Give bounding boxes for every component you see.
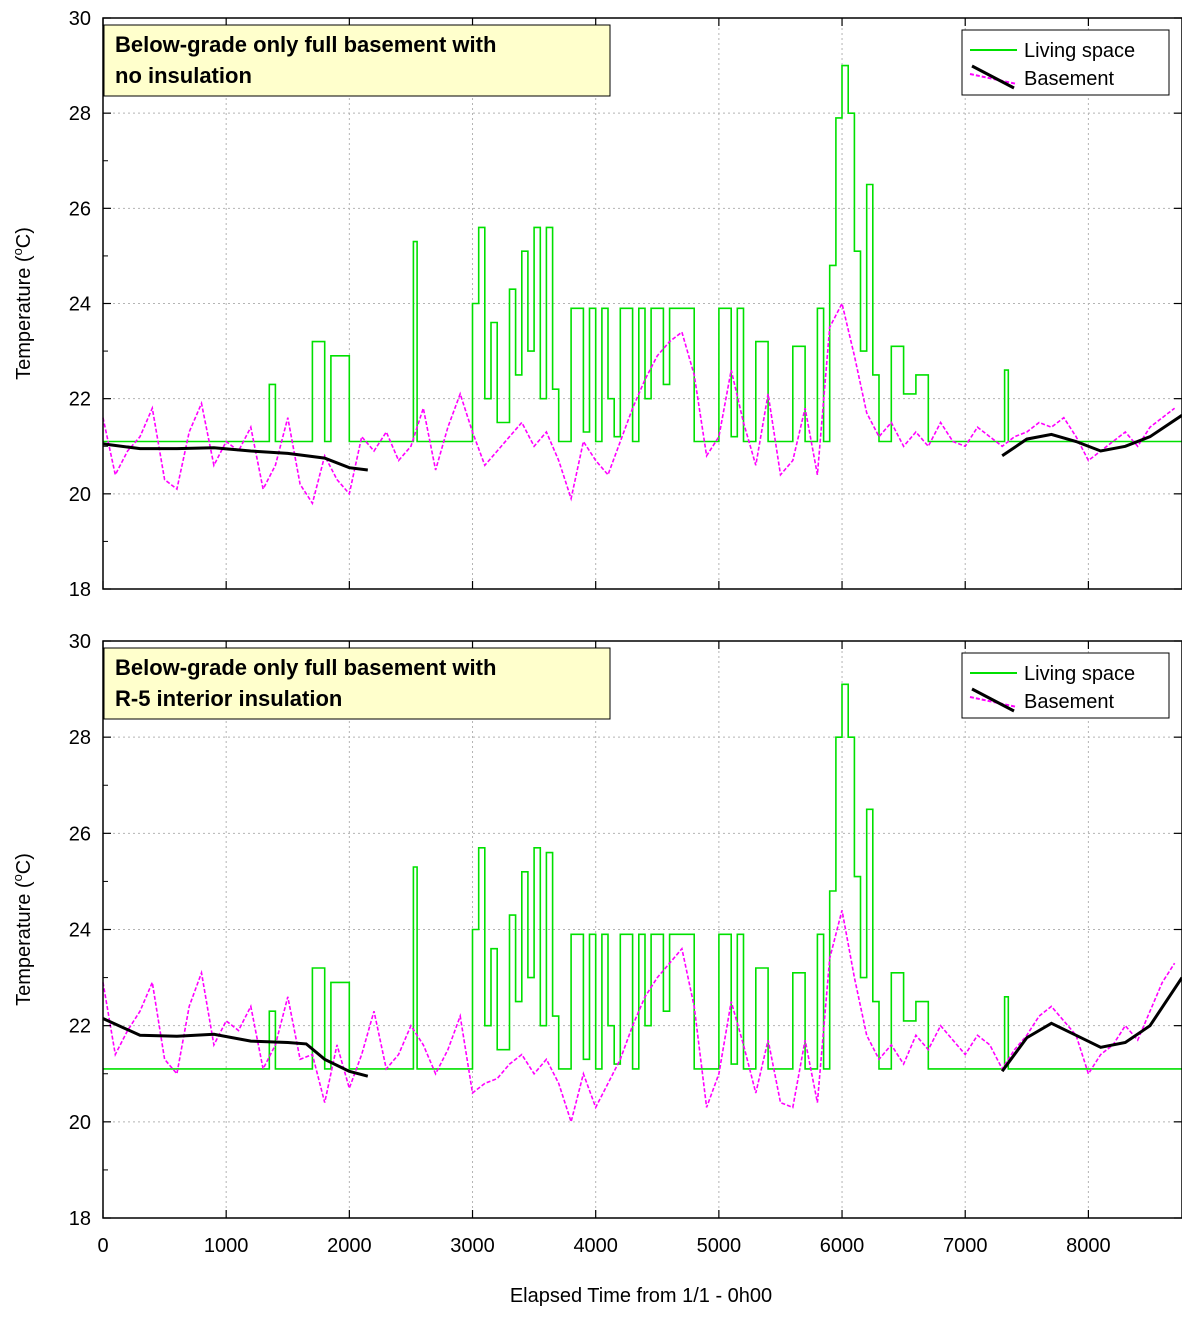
- legend-basement-swatch: [969, 73, 1018, 85]
- y-tick-label: 26: [69, 823, 91, 845]
- legend-basement-label: Basement: [1024, 691, 1114, 713]
- legend-basement-swatch: [969, 696, 1018, 708]
- annotation-line: Below-grade only full basement with: [115, 32, 496, 57]
- y-axis-title-main: Temperature (: [13, 881, 35, 1006]
- y-tick-label: 28: [69, 727, 91, 749]
- y-tick-label: 22: [69, 1016, 91, 1038]
- legend-basement-label: Basement: [1024, 68, 1114, 90]
- legend: Living space Basement: [961, 29, 1170, 96]
- series-living-space: [103, 64, 1182, 443]
- series-basement-trend: [102, 1017, 369, 1078]
- annotation-line: R-5 interior insulation: [115, 686, 342, 711]
- annotation-line: no insulation: [115, 63, 252, 88]
- series-basement-trend: [1001, 414, 1182, 458]
- panel-1: 18 20 22 24 26 28 30 Temperature (oC) Below-grad…: [10, 8, 1182, 601]
- y-axis-title-superscript: o: [10, 874, 25, 881]
- series-basement-trend: [1000, 976, 1182, 1073]
- y-axis-title: Temperature (oC): [10, 853, 35, 1006]
- series-basement: [102, 301, 1176, 506]
- y-tick-label: 18: [69, 579, 91, 601]
- y-axis-title-superscript: o: [10, 248, 25, 255]
- y-tick-label: 20: [69, 1112, 91, 1134]
- x-tick-label: 8000: [1066, 1235, 1111, 1257]
- x-tick-label: 2000: [327, 1235, 372, 1257]
- legend-living-label: Living space: [1024, 40, 1135, 62]
- y-tick-label: 28: [69, 103, 91, 125]
- annotation-background: [103, 647, 611, 720]
- y-tick-label: 30: [69, 631, 91, 653]
- x-tick-label: 5000: [697, 1235, 742, 1257]
- x-tick-label: 7000: [943, 1235, 988, 1257]
- legend-living-label: Living space: [1024, 663, 1135, 685]
- legend-box: [961, 652, 1170, 719]
- grid: [103, 18, 1182, 589]
- y-axis-title: Temperature (oC): [10, 227, 35, 380]
- y-tick-label: 22: [69, 389, 91, 411]
- x-tick-label: 0: [97, 1235, 108, 1257]
- series-living-space: [103, 683, 1182, 1070]
- series-basement-trend: [102, 442, 368, 472]
- y-tick-label: 20: [69, 484, 91, 506]
- y-tick-label: 30: [69, 8, 91, 30]
- legend-basement-trend-swatch: [971, 64, 1015, 90]
- legend-box: [961, 29, 1170, 96]
- x-tick-label: 6000: [820, 1235, 865, 1257]
- y-tick-label: 18: [69, 1208, 91, 1230]
- x-tick-label: 4000: [573, 1235, 618, 1257]
- legend-basement-trend-swatch: [971, 687, 1015, 713]
- series-basement: [102, 910, 1176, 1125]
- annotation-background: [103, 24, 611, 97]
- y-axis-title-tail: C): [13, 227, 35, 248]
- annotation-box: Below-grade only full basement with no in…: [103, 24, 611, 97]
- x-tick-label: 3000: [450, 1235, 495, 1257]
- legend: Living space Basement: [961, 652, 1170, 719]
- y-axis-title-tail: C): [13, 853, 35, 874]
- panel-2: 18 20 22 24 26 28 30 0 1000 2000 3000 4000 5000 6000 7…: [10, 631, 1182, 1257]
- y-tick-label: 26: [69, 198, 91, 220]
- x-axis-title: Elapsed Time from 1/1 - 0h00: [510, 1285, 772, 1307]
- annotation-line: Below-grade only full basement with: [115, 655, 496, 680]
- x-tick-label: 1000: [204, 1235, 249, 1257]
- y-axis-title-main: Temperature (: [13, 255, 35, 380]
- y-tick-label: 24: [69, 920, 91, 942]
- annotation-box: Below-grade only full basement with R-5 i…: [103, 647, 611, 720]
- y-tick-label: 24: [69, 294, 91, 316]
- grid: [103, 641, 1182, 1218]
